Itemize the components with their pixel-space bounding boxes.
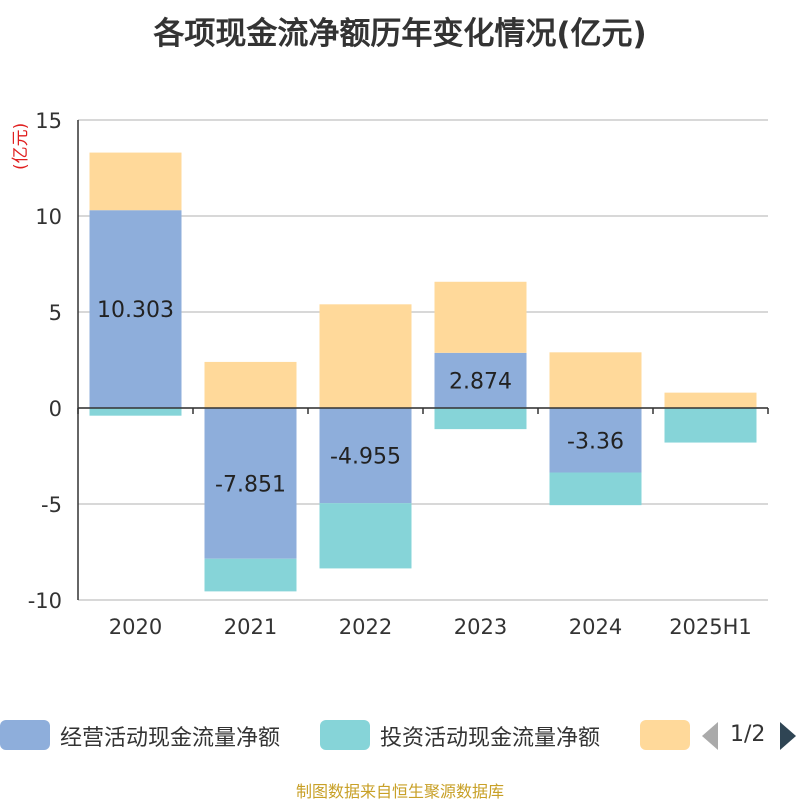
- x-tick-label: 2022: [339, 615, 392, 639]
- legend: 经营活动现金流量净额 投资活动现金流量净额 1/2: [0, 712, 800, 756]
- data-label: -4.955: [330, 445, 401, 470]
- bar-1-2023: [434, 352, 527, 408]
- bar-3-2023: [434, 281, 527, 353]
- bar-2-2021: [204, 558, 297, 592]
- legend-next-arrow-icon[interactable]: [780, 722, 796, 750]
- legend-prev-arrow-icon[interactable]: [702, 722, 718, 750]
- bar-chart: 15 10 5 0 -5 -10 10.303 2020 -7.851 2021 -4.955 20…: [28, 109, 769, 639]
- bar-2-2025H1: [664, 408, 757, 443]
- y-tick-label: 15: [35, 109, 62, 133]
- bar-3-2020: [89, 152, 182, 211]
- bar-2-2022: [319, 503, 412, 569]
- bar-3-2024: [549, 352, 642, 408]
- data-label: -3.36: [567, 429, 624, 454]
- bar-1-2022: [319, 408, 412, 504]
- x-tick-label: 2020: [109, 615, 162, 639]
- y-tick-label: 0: [49, 397, 62, 421]
- y-tick-label: 10: [35, 205, 62, 229]
- chart-title: 各项现金流净额历年变化情况(亿元): [153, 16, 647, 52]
- legend-swatch-operating[interactable]: [0, 720, 50, 750]
- data-label: -7.851: [215, 472, 286, 497]
- x-tick-label: 2021: [224, 615, 277, 639]
- legend-label-investing[interactable]: 投资活动现金流量净额: [380, 726, 601, 751]
- legend-label-operating[interactable]: 经营活动现金流量净额: [60, 726, 281, 751]
- bar-1-2021: [204, 408, 297, 559]
- bar-3-2021: [204, 361, 297, 408]
- x-tick-label: 2025H1: [669, 615, 752, 639]
- data-label: 2.874: [449, 369, 512, 394]
- x-tick-label: 2024: [569, 615, 622, 639]
- y-tick-label: -5: [41, 493, 62, 517]
- legend-swatch-investing[interactable]: [320, 720, 370, 750]
- bar-2-2024: [549, 472, 642, 506]
- bar-1-2024: [549, 408, 642, 473]
- bar-3-2025H1: [664, 392, 757, 408]
- x-tick-label: 2023: [454, 615, 507, 639]
- bar-2-2020: [89, 408, 182, 416]
- data-source-note: 制图数据来自恒生聚源数据库: [295, 782, 504, 801]
- bar-3-2022: [319, 304, 412, 408]
- y-tick-label: 5: [49, 301, 62, 325]
- y-tick-label: -10: [28, 589, 62, 613]
- legend-swatch-third[interactable]: [640, 720, 690, 750]
- data-label: 10.303: [97, 298, 174, 323]
- legend-pager: 1/2: [700, 720, 800, 750]
- bar-1-2020: [89, 210, 182, 408]
- legend-page-indicator: 1/2: [730, 722, 766, 747]
- bar-2-2023: [434, 408, 527, 430]
